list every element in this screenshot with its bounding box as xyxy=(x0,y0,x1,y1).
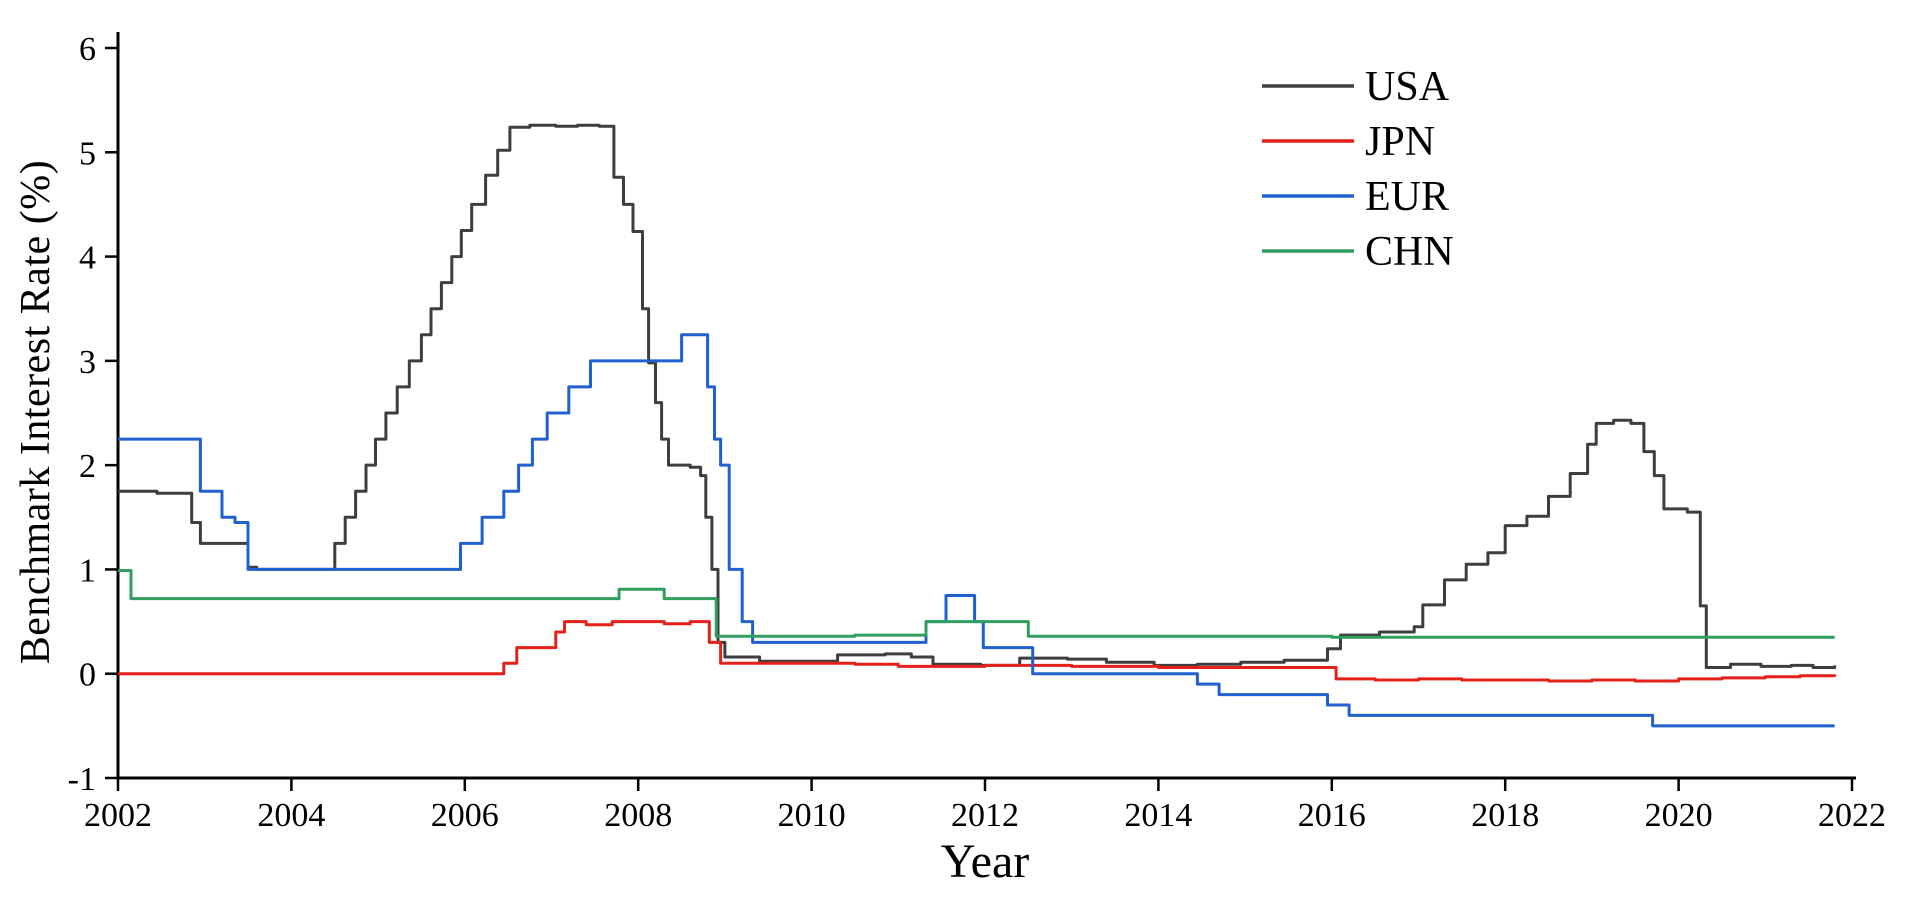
y-tick-label: 1 xyxy=(79,552,96,589)
y-tick-label: 3 xyxy=(79,344,96,381)
x-tick-label: 2004 xyxy=(257,797,325,834)
x-axis-title: Year xyxy=(940,835,1030,888)
x-tick-label: 2008 xyxy=(604,797,672,834)
legend-label-eur: EUR xyxy=(1365,174,1449,220)
y-tick-label: 6 xyxy=(79,31,96,68)
x-tick-label: 2010 xyxy=(778,797,846,834)
y-tick-label: 0 xyxy=(79,657,96,694)
y-tick-label: 4 xyxy=(79,240,96,277)
y-tick-label: -1 xyxy=(68,761,96,798)
legend-label-jpn: JPN xyxy=(1365,119,1435,165)
series-line-chn xyxy=(118,569,1835,639)
series-line-jpn xyxy=(118,620,1837,683)
x-tick-label: 2016 xyxy=(1298,797,1366,834)
x-tick-label: 2020 xyxy=(1645,797,1713,834)
x-tick-label: 2012 xyxy=(951,797,1019,834)
y-tick-label: 5 xyxy=(79,135,96,172)
y-axis-title: Benchmark Interest Rate (%) xyxy=(13,159,59,665)
legend-label-chn: CHN xyxy=(1365,229,1454,275)
y-tick-label: 2 xyxy=(79,448,96,485)
series-line-eur xyxy=(118,333,1835,728)
legend-label-usa: USA xyxy=(1365,64,1450,110)
x-tick-label: 2018 xyxy=(1471,797,1539,834)
x-tick-label: 2006 xyxy=(431,797,499,834)
x-tick-label: 2022 xyxy=(1818,797,1886,834)
x-tick-label: 2014 xyxy=(1124,797,1192,834)
series-line-usa xyxy=(118,123,1837,669)
x-tick-label: 2002 xyxy=(84,797,152,834)
